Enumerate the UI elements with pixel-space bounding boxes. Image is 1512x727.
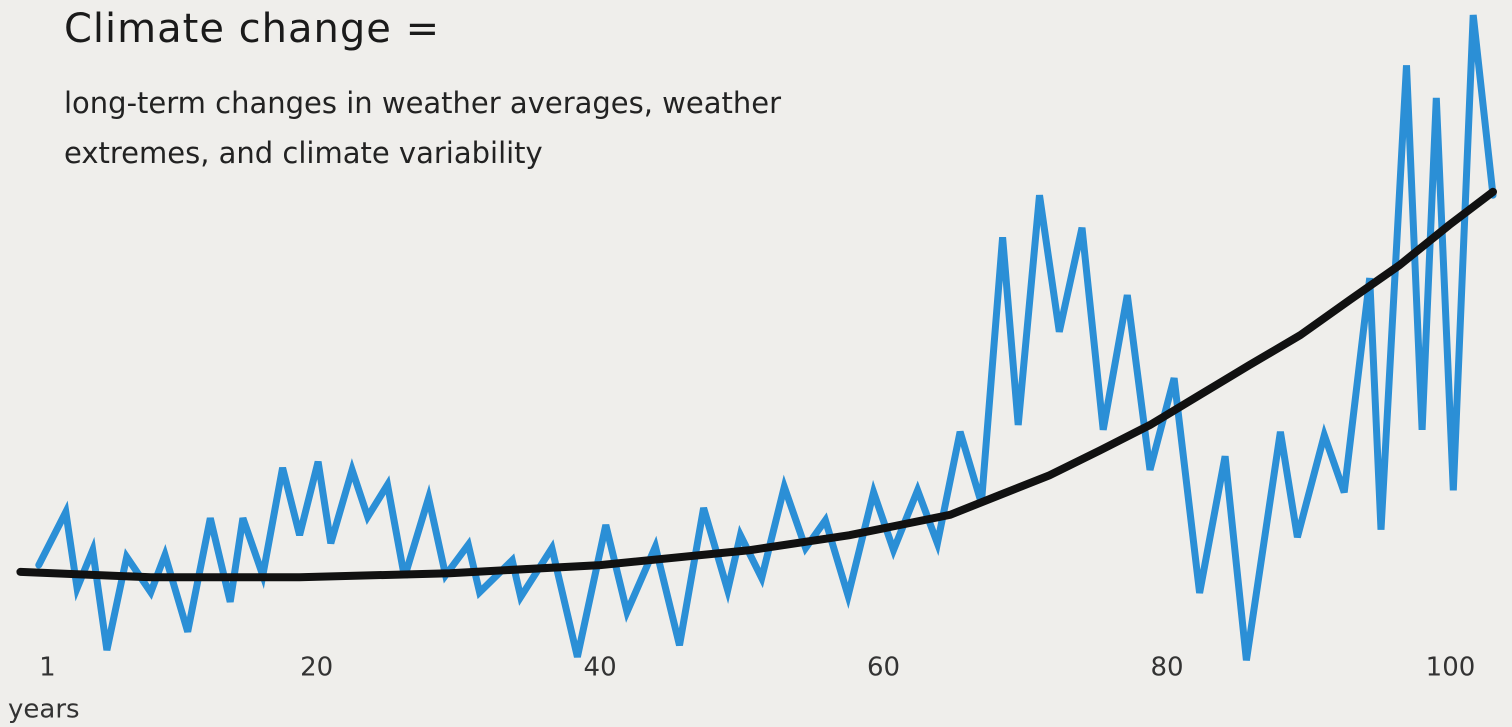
- x-tick-label: 40: [584, 653, 617, 683]
- x-tick-label: 60: [867, 653, 900, 683]
- x-tick-label: 100: [1426, 653, 1476, 683]
- x-tick-label: 20: [300, 653, 333, 683]
- chart-subtitle: long-term changes in weather averages, w…: [64, 86, 782, 170]
- data-line: [35, 14, 1497, 661]
- chart-title: Climate change =: [64, 6, 441, 52]
- x-tick-label: 1: [39, 653, 56, 683]
- x-tick-label: 80: [1150, 653, 1183, 683]
- x-axis-label: years: [8, 695, 80, 725]
- data-line: [16, 187, 1497, 582]
